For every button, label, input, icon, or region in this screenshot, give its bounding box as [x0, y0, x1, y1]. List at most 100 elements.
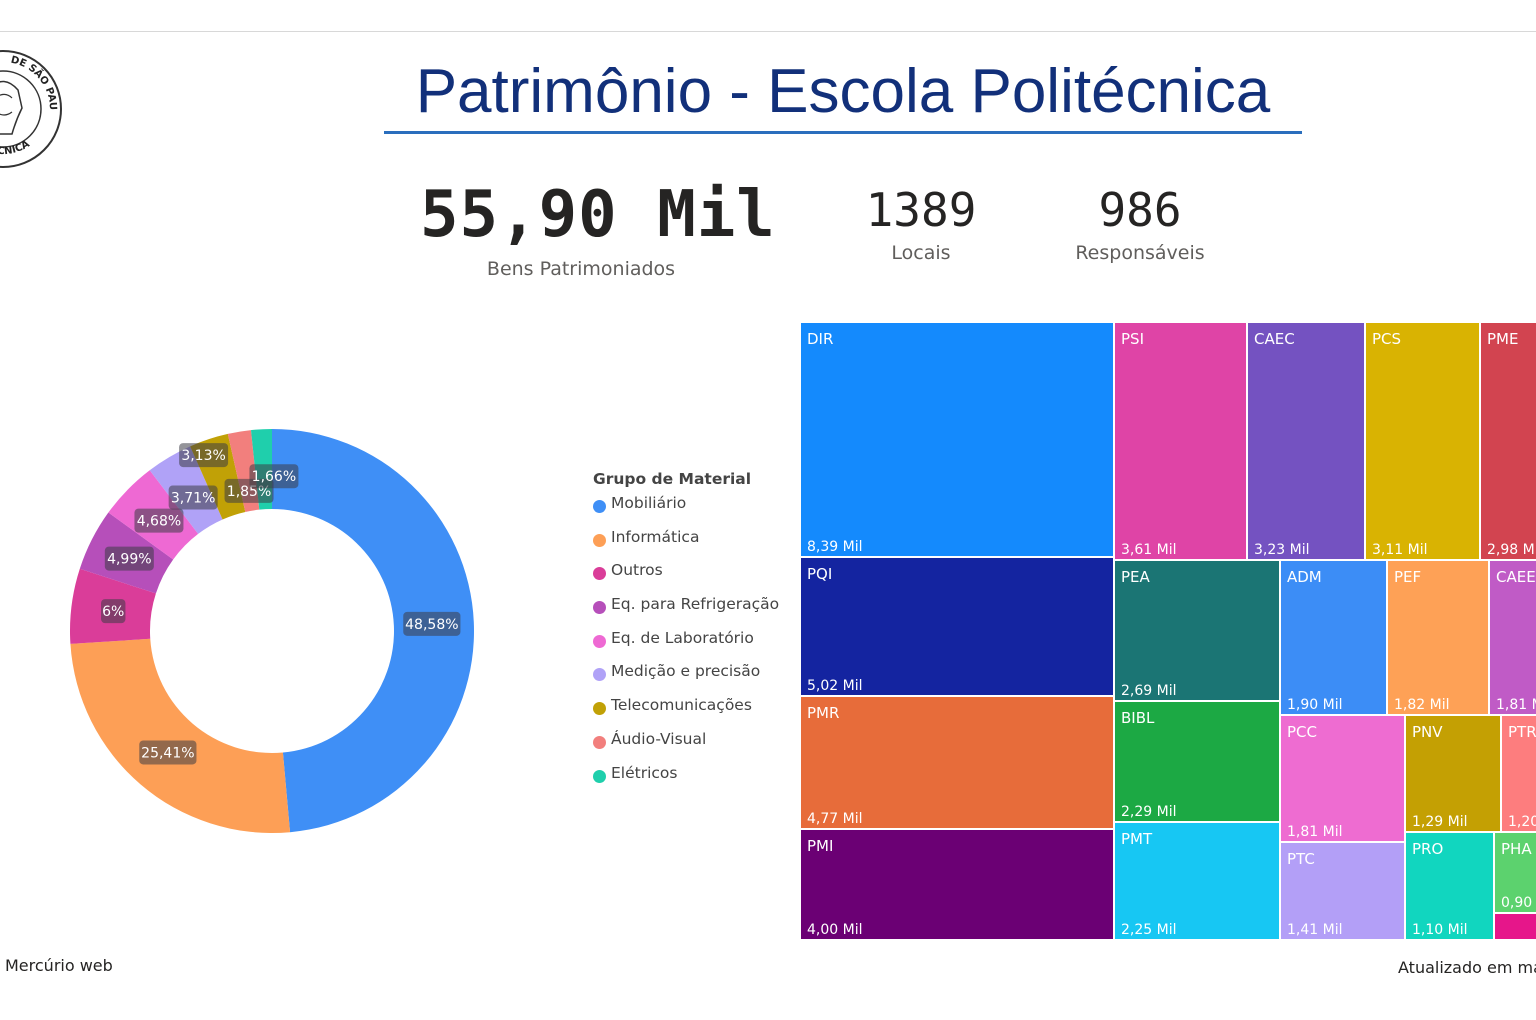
treemap-tile-value: 2,25 Mil	[1121, 922, 1177, 938]
legend-item[interactable]: Telecomunicações	[593, 696, 793, 730]
treemap-tile-label: PCC	[1287, 723, 1317, 741]
source-label: Mercúrio web	[5, 956, 113, 975]
treemap-tile-value: 8,39 Mil	[807, 539, 863, 555]
treemap-tile-pmi[interactable]: PMI 4,00 Mil	[800, 829, 1114, 940]
treemap-chart[interactable]: DIR 8,39 Mil PSI 3,61 Mil CAEC 3,23 Mil PCS 3,1…	[800, 322, 1536, 940]
legend-dot-icon	[593, 634, 606, 648]
treemap-tile-label: PHA	[1501, 840, 1532, 858]
treemap-tile-label: DIR	[807, 330, 834, 348]
legend-item[interactable]: Elétricos	[593, 764, 793, 798]
legend-dot-icon	[593, 533, 606, 547]
treemap-tile-value: 1,81 M	[1496, 697, 1536, 713]
treemap-tile-bibl[interactable]: BIBL 2,29 Mil	[1114, 701, 1280, 822]
treemap-tile-pme[interactable]: PME 2,98 M	[1480, 322, 1536, 560]
legend-dot-icon	[593, 601, 606, 615]
legend-title: Grupo de Material	[593, 470, 752, 488]
legend-label: Elétricos	[611, 763, 678, 782]
treemap-tile-pcc[interactable]: PCC 1,81 Mil	[1280, 715, 1405, 842]
donut-data-label: 4,68%	[134, 508, 184, 533]
legend-label: Áudio-Visual	[611, 729, 707, 748]
svg-text:48,58%: 48,58%	[405, 617, 458, 633]
legend-item[interactable]: Outros	[593, 561, 793, 595]
legend-label: Medição e precisão	[611, 662, 761, 681]
treemap-tile-pnv[interactable]: PNV 1,29 Mil	[1405, 715, 1501, 832]
treemap-tile-label: PCS	[1372, 330, 1402, 348]
top-divider	[0, 31, 1536, 32]
treemap-tile-pea[interactable]: PEA 2,69 Mil	[1114, 560, 1280, 701]
treemap-tile-pcs[interactable]: PCS 3,11 Mil	[1365, 322, 1480, 560]
treemap-tile-label: CAEC	[1254, 330, 1295, 348]
treemap-tile-psi[interactable]: PSI 3,61 Mil	[1114, 322, 1247, 560]
treemap-tile-value: 1,90 Mil	[1287, 697, 1343, 713]
svg-text:1,66%: 1,66%	[252, 469, 296, 485]
legend-item[interactable]: Informática	[593, 528, 793, 562]
treemap-tile-label: PTC	[1287, 850, 1315, 868]
treemap-tile-label: PQI	[807, 565, 833, 583]
treemap-tile-value: 1,81 Mil	[1287, 824, 1343, 840]
treemap-tile-label: PTR	[1508, 723, 1536, 741]
legend-label: Mobiliário	[611, 494, 687, 512]
kpi-bens-patrimoniados: 55,90 Mil Bens Patrimoniados	[420, 176, 775, 280]
treemap-tile-label: BIBL	[1121, 709, 1155, 727]
donut-data-label: 4,99%	[104, 546, 154, 571]
treemap-tile-value: 2,98 M	[1487, 542, 1535, 558]
legend-label: Outros	[611, 561, 663, 580]
donut-data-label: 48,58%	[403, 611, 461, 636]
treemap-tile-label: PEA	[1121, 568, 1150, 586]
donut-slice[interactable]	[272, 429, 475, 833]
treemap-tile-pro[interactable]: PRO 1,10 Mil	[1405, 832, 1494, 940]
kpi-locais-value: 1389	[865, 183, 977, 237]
updated-label: Atualizado em ma	[1398, 958, 1536, 977]
legend-item[interactable]: Mobiliário	[593, 494, 793, 528]
treemap-tile-value: 4,77 Mil	[807, 811, 863, 827]
treemap-tile-value: 0,90	[1501, 895, 1533, 911]
treemap-tile-value: 5,02 Mil	[807, 678, 863, 694]
treemap-tile-pqi[interactable]: PQI 5,02 Mil	[800, 557, 1114, 696]
treemap-tile-pha[interactable]: PHA 0,90	[1494, 832, 1536, 913]
title-underline	[384, 131, 1302, 134]
donut-chart[interactable]: 48,58%25,41%6%4,99%4,68%3,71%3,13%1,85%1…	[0, 0, 560, 900]
treemap-tile-label: PRO	[1412, 840, 1444, 858]
treemap-tile-pef[interactable]: PEF 1,82 Mil	[1387, 560, 1489, 715]
treemap-tile-dir[interactable]: DIR 8,39 Mil	[800, 322, 1114, 557]
donut-data-label: 6%	[101, 599, 126, 624]
svg-text:6%: 6%	[102, 604, 124, 620]
kpi-bens-label: Bens Patrimoniados	[486, 258, 676, 280]
treemap-tile-label: PNV	[1412, 723, 1443, 741]
kpi-responsaveis-value: 986	[1098, 183, 1182, 237]
treemap-tile-pmr[interactable]: PMR 4,77 Mil	[800, 696, 1114, 829]
legend-item[interactable]: Eq. de Laboratório	[593, 629, 793, 663]
treemap-tile-value: 1,20	[1508, 814, 1536, 830]
treemap-tile-label: PMT	[1121, 830, 1153, 848]
legend-dot-icon	[593, 735, 606, 749]
kpi-locais-label: Locais	[891, 242, 951, 264]
legend-item[interactable]: Eq. para Refrigeração	[593, 595, 793, 629]
treemap-tile-label: ADM	[1287, 568, 1322, 586]
treemap-tile-value: 3,11 Mil	[1372, 542, 1428, 558]
treemap-tile-value: 4,00 Mil	[807, 922, 863, 938]
kpi-responsaveis: 986 Responsáveis	[1060, 182, 1220, 264]
legend-label: Telecomunicações	[611, 696, 752, 715]
donut-slice[interactable]	[70, 638, 291, 833]
legend-label: Eq. de Laboratório	[611, 628, 754, 647]
treemap-tile-label: PMR	[807, 704, 840, 722]
svg-text:4,68%: 4,68%	[137, 514, 181, 530]
treemap-tile-adm[interactable]: ADM 1,90 Mil	[1280, 560, 1387, 715]
treemap-tile-unlabeled[interactable]	[1494, 913, 1536, 940]
treemap-tile-ptr[interactable]: PTR 1,20	[1501, 715, 1536, 832]
legend-label: Eq. para Refrigeração	[611, 595, 780, 614]
svg-text:25,41%: 25,41%	[141, 745, 194, 761]
treemap-tile-pmt[interactable]: PMT 2,25 Mil	[1114, 822, 1280, 940]
treemap-tile-value: 1,29 Mil	[1412, 814, 1468, 830]
legend-item[interactable]: Medição e precisão	[593, 662, 793, 696]
donut-legend: Grupo de Material Mobiliário Informática O…	[593, 470, 793, 797]
treemap-tile-caec[interactable]: CAEC 3,23 Mil	[1247, 322, 1365, 560]
legend-item[interactable]: Áudio-Visual	[593, 730, 793, 764]
legend-dot-icon	[593, 567, 606, 581]
treemap-tile-label: PMI	[807, 837, 834, 855]
treemap-tile-value: 1,10 Mil	[1412, 922, 1468, 938]
treemap-tile-caee[interactable]: CAEE 1,81 M	[1489, 560, 1536, 715]
treemap-tile-ptc[interactable]: PTC 1,41 Mil	[1280, 842, 1405, 940]
treemap-tile-value: 3,61 Mil	[1121, 542, 1177, 558]
treemap-tile-value: 1,41 Mil	[1287, 922, 1343, 938]
